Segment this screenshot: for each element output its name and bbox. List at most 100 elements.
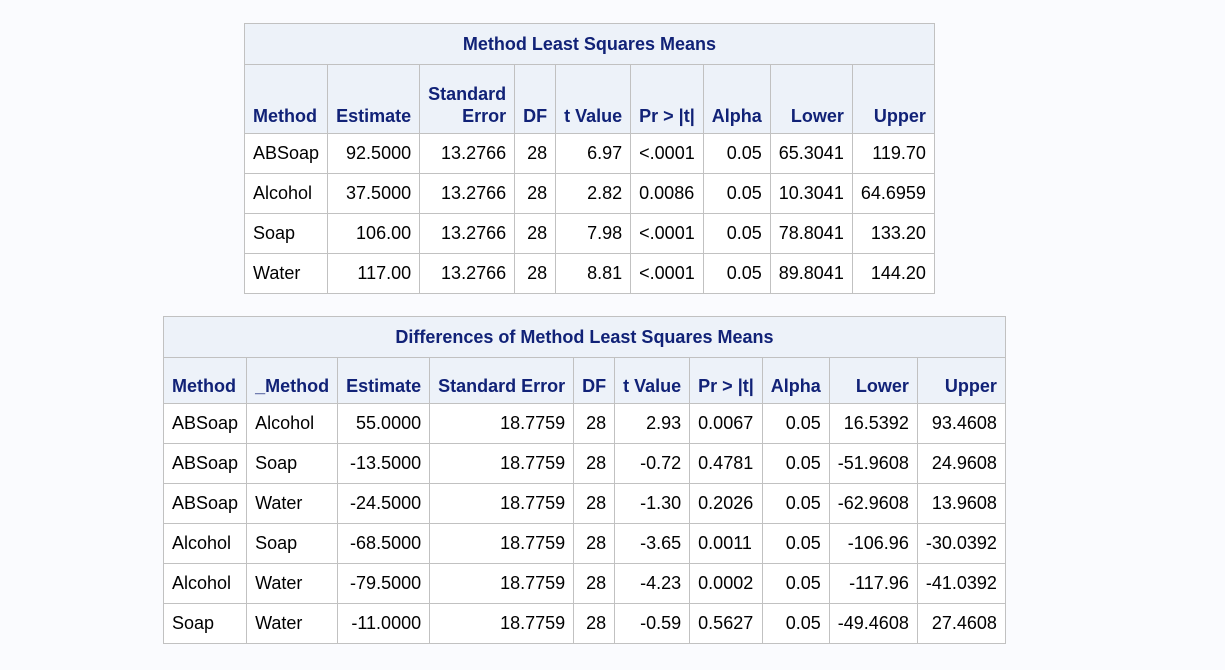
column-header-standard-error: Standard Error <box>429 357 575 404</box>
cell-p-value: 0.4781 <box>689 443 763 484</box>
cell-lower: 10.3041 <box>769 173 853 214</box>
cell-p-value: <.0001 <box>630 133 704 174</box>
column-header-t-value: t Value <box>555 64 632 134</box>
cell-alpha: 0.05 <box>761 603 830 644</box>
column-header-upper: Upper <box>851 64 935 134</box>
cell-standard-error: 18.7759 <box>429 563 575 604</box>
cell-df: 28 <box>514 213 557 254</box>
cell-df: 28 <box>514 253 557 294</box>
cell-t-value: -3.65 <box>614 523 691 564</box>
cell-df: 28 <box>514 133 557 174</box>
cell-estimate: -13.5000 <box>337 443 431 484</box>
cell-method: Water <box>243 253 329 294</box>
column-header-p-value: Pr > |t| <box>630 64 704 134</box>
cell-lower: -117.96 <box>828 563 918 604</box>
cell-lower: -51.9608 <box>828 443 918 484</box>
table-row: ABSoap 92.5000 13.2766 28 6.97 <.0001 0.… <box>243 133 935 174</box>
cell-standard-error: 13.2766 <box>419 173 516 214</box>
cell-estimate: -79.5000 <box>337 563 431 604</box>
cell-upper: -30.0392 <box>916 523 1006 564</box>
cell-standard-error: 13.2766 <box>419 253 516 294</box>
cell-method: Alcohol <box>243 173 329 214</box>
cell-estimate: -24.5000 <box>337 483 431 524</box>
table-row: Alcohol Water -79.5000 18.7759 28 -4.23 … <box>162 563 1006 604</box>
cell-upper: 64.6959 <box>851 173 935 214</box>
cell-alpha: 0.05 <box>761 523 830 564</box>
column-header-method: Method <box>243 64 329 134</box>
differences-header-row: Method _Method Estimate Standard Error D… <box>162 357 1006 404</box>
cell-alpha: 0.05 <box>702 173 771 214</box>
cell-p-value: 0.0011 <box>689 523 763 564</box>
cell-upper: 144.20 <box>851 253 935 294</box>
cell-upper: 133.20 <box>851 213 935 254</box>
cell-alpha: 0.05 <box>761 403 830 444</box>
column-header-df: DF <box>514 64 557 134</box>
column-header-standard-error: Standard Error <box>419 64 516 134</box>
column-header-p-value: Pr > |t| <box>689 357 763 404</box>
cell-compare-method: Water <box>246 603 339 644</box>
cell-lower: -62.9608 <box>828 483 918 524</box>
cell-upper: 24.9608 <box>916 443 1006 484</box>
column-header-df: DF <box>573 357 616 404</box>
cell-t-value: -0.72 <box>614 443 691 484</box>
cell-p-value: <.0001 <box>630 213 704 254</box>
cell-t-value: 8.81 <box>555 253 632 294</box>
cell-lower: -49.4608 <box>828 603 918 644</box>
cell-estimate: 117.00 <box>327 253 421 294</box>
cell-upper: 27.4608 <box>916 603 1006 644</box>
column-header-compare-method: _Method <box>246 357 339 404</box>
cell-p-value: 0.2026 <box>689 483 763 524</box>
cell-t-value: 7.98 <box>555 213 632 254</box>
cell-method: ABSoap <box>162 443 248 484</box>
cell-t-value: 2.93 <box>614 403 691 444</box>
cell-standard-error: 18.7759 <box>429 523 575 564</box>
cell-alpha: 0.05 <box>761 443 830 484</box>
cell-t-value: 6.97 <box>555 133 632 174</box>
cell-standard-error: 18.7759 <box>429 483 575 524</box>
cell-alpha: 0.05 <box>702 213 771 254</box>
cell-t-value: -1.30 <box>614 483 691 524</box>
table-row: Alcohol Soap -68.5000 18.7759 28 -3.65 0… <box>162 523 1006 564</box>
standard-error-label: Standard Error <box>428 84 507 126</box>
cell-standard-error: 13.2766 <box>419 213 516 254</box>
cell-alpha: 0.05 <box>702 133 771 174</box>
cell-estimate: 92.5000 <box>327 133 421 174</box>
cell-lower: 89.8041 <box>769 253 853 294</box>
cell-estimate: 37.5000 <box>327 173 421 214</box>
cell-compare-method: Soap <box>246 443 339 484</box>
column-header-t-value: t Value <box>614 357 691 404</box>
cell-compare-method: Alcohol <box>246 403 339 444</box>
cell-lower: -106.96 <box>828 523 918 564</box>
cell-method: ABSoap <box>162 483 248 524</box>
column-header-alpha: Alpha <box>761 357 830 404</box>
cell-upper: 13.9608 <box>916 483 1006 524</box>
cell-standard-error: 18.7759 <box>429 403 575 444</box>
column-header-lower: Lower <box>828 357 918 404</box>
cell-standard-error: 18.7759 <box>429 603 575 644</box>
cell-method: Soap <box>162 603 248 644</box>
cell-method: Alcohol <box>162 523 248 564</box>
table-row: Soap 106.00 13.2766 28 7.98 <.0001 0.05 … <box>243 213 935 254</box>
cell-estimate: -11.0000 <box>337 603 431 644</box>
cell-standard-error: 18.7759 <box>429 443 575 484</box>
column-header-alpha: Alpha <box>702 64 771 134</box>
table-row: ABSoap Water -24.5000 18.7759 28 -1.30 0… <box>162 483 1006 524</box>
cell-p-value: <.0001 <box>630 253 704 294</box>
cell-method: ABSoap <box>162 403 248 444</box>
cell-alpha: 0.05 <box>761 483 830 524</box>
cell-lower: 78.8041 <box>769 213 853 254</box>
cell-df: 28 <box>573 603 616 644</box>
table-row: Water 117.00 13.2766 28 8.81 <.0001 0.05… <box>243 253 935 294</box>
lsmeans-table-title: Method Least Squares Means <box>244 23 935 65</box>
cell-method: Alcohol <box>162 563 248 604</box>
differences-table-title: Differences of Method Least Squares Mean… <box>163 316 1006 358</box>
cell-method: Soap <box>243 213 329 254</box>
cell-upper: -41.0392 <box>916 563 1006 604</box>
lsmeans-table: Method Least Squares Means Method Estima… <box>243 23 935 294</box>
cell-upper: 93.4608 <box>916 403 1006 444</box>
cell-lower: 65.3041 <box>769 133 853 174</box>
cell-compare-method: Soap <box>246 523 339 564</box>
cell-p-value: 0.0086 <box>630 173 704 214</box>
cell-p-value: 0.5627 <box>689 603 763 644</box>
differences-table: Differences of Method Least Squares Mean… <box>162 316 1006 644</box>
